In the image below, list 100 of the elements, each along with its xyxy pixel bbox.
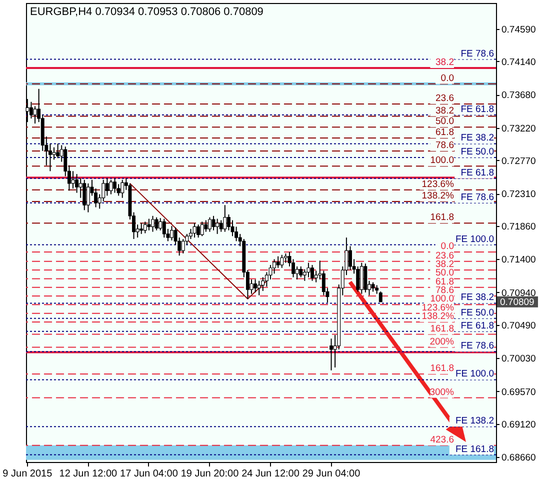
candlestick — [162, 218, 166, 238]
annotation: FE 61.8 — [460, 320, 494, 332]
candlestick — [109, 179, 113, 195]
y-tick-label: 0.73220 — [502, 123, 536, 134]
candlestick — [154, 216, 158, 231]
y-tick-label: 0.70490 — [502, 320, 536, 332]
candlestick — [143, 221, 147, 234]
annotation: 78.6 — [436, 285, 454, 296]
candlestick — [151, 215, 154, 232]
annotation: 300% — [430, 386, 455, 398]
candlestick — [33, 106, 37, 124]
candlestick — [295, 266, 299, 280]
x-tick-label: 17 Jun 04:00 — [120, 468, 178, 480]
candlestick — [280, 254, 284, 268]
annotation: 161.8 — [430, 362, 454, 374]
candlestick — [147, 218, 151, 231]
y-tick-label: 0.71400 — [502, 254, 536, 266]
candlestick — [360, 262, 364, 294]
y-tick-label: 0.72310 — [502, 189, 536, 200]
candlestick — [276, 256, 280, 268]
annotation: 123.6% — [422, 302, 455, 314]
candlestick — [212, 215, 216, 231]
annotation: 123.6% — [422, 178, 455, 190]
x-tick-label: 19 Jun 20:00 — [180, 468, 240, 480]
x-tick-label: 29 Jun 04:00 — [302, 468, 361, 480]
annotation: 161.8 — [430, 212, 454, 224]
annotation: FE 50.0 — [460, 307, 494, 318]
annotation: FE 100.0 — [455, 368, 494, 380]
annotation: FE 78.6 — [460, 192, 494, 203]
annotation: FE 38.2 — [460, 132, 494, 144]
candlestick — [120, 179, 124, 198]
candlestick — [105, 178, 109, 196]
candlestick — [192, 222, 196, 238]
annotation: 38.2 — [436, 259, 454, 270]
annotation: 23.6 — [436, 250, 454, 262]
candlestick — [306, 262, 310, 278]
x-tick-label: 9 Jun 2015 — [2, 468, 53, 480]
annotation: 61.8 — [436, 276, 454, 288]
annotation: 78.6 — [436, 140, 454, 151]
annotation: FE 138.2 — [455, 416, 494, 427]
candlestick — [158, 218, 162, 231]
candlestick — [204, 220, 208, 232]
y-tick-label: 0.68660 — [502, 452, 536, 464]
annotation: 23.6 — [436, 93, 454, 104]
candlestick — [196, 224, 200, 238]
annotation: FE 78.6 — [460, 48, 494, 60]
annotation: FE 61.8 — [460, 167, 494, 178]
candlestick — [140, 222, 144, 234]
y-tick-label: 0.69570 — [502, 386, 536, 398]
annotation: 423.6 — [430, 434, 454, 446]
candlestick — [299, 266, 303, 278]
annotation: FE 100.0 — [455, 234, 494, 245]
annotation: FE 78.6 — [460, 340, 494, 352]
y-tick-label: 0.74590 — [502, 24, 536, 36]
candlestick — [310, 264, 314, 282]
annotation: 100.0 — [430, 294, 454, 305]
annotation: FE 38.2 — [460, 292, 494, 304]
annotation: 50.0 — [436, 268, 454, 279]
candlestick — [330, 338, 333, 371]
annotation: FE 61.8 — [460, 104, 494, 115]
text: 0.70809 — [500, 296, 534, 308]
annotation: 50.0 — [436, 116, 454, 128]
candlestick — [200, 221, 204, 237]
annotation: 138.2% — [422, 190, 455, 202]
y-tick-label: 0.70940 — [502, 288, 536, 299]
candlestick — [181, 238, 185, 254]
candlestick — [52, 146, 56, 160]
candlestick — [219, 220, 223, 232]
y-tick-label: 0.74140 — [502, 56, 536, 68]
x-tick-label: 24 Jun 12:00 — [242, 468, 300, 480]
annotation: 38.2 — [436, 56, 454, 68]
candlestick — [254, 278, 258, 293]
candlestick — [170, 226, 174, 241]
y-tick-label: 0.72770 — [502, 156, 536, 167]
candlestick — [82, 179, 86, 211]
y-tick-label: 0.71860 — [502, 222, 536, 233]
candlestick — [348, 246, 352, 271]
annotation: 138.2% — [422, 310, 455, 322]
annotation: 200% — [430, 336, 455, 348]
annotation: 0.0 — [440, 240, 454, 252]
annotation: FE 161.8 — [455, 444, 494, 455]
candlestick — [223, 204, 227, 232]
annotation: 100.0 — [430, 155, 454, 166]
annotation: FE 50.0 — [460, 146, 494, 158]
annotation: 161.8 — [430, 323, 454, 334]
y-tick-label: 0.73680 — [502, 90, 536, 102]
annotation: 61.8 — [436, 126, 454, 138]
x-tick-label: 12 Jun 12:00 — [59, 468, 118, 480]
y-tick-label: 0.70030 — [502, 354, 536, 365]
annotation: 0.0 — [440, 72, 454, 84]
candlestick — [113, 178, 116, 194]
candlestick — [257, 280, 261, 296]
chart-title: EURGBP,H4 0.70934 0.70953 0.70806 0.70809 — [30, 6, 264, 18]
candlestick — [364, 263, 368, 293]
candlestick — [230, 220, 234, 237]
y-tick-label: 0.69120 — [502, 419, 536, 430]
candlestick — [371, 282, 375, 292]
annotation: 38.2 — [436, 105, 454, 116]
candlestick — [56, 143, 60, 159]
candlestick — [216, 218, 220, 234]
